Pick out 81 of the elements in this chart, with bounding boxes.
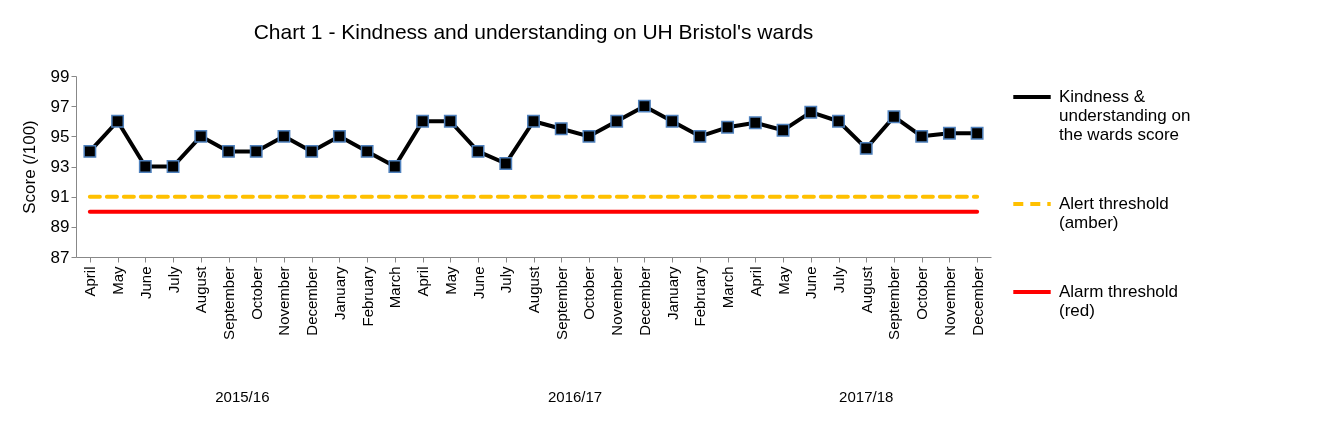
point	[942, 126, 956, 140]
point	[222, 144, 235, 158]
point	[915, 129, 929, 143]
x-tick-label: October	[247, 266, 265, 320]
point	[776, 123, 790, 137]
point	[166, 160, 180, 173]
x-tick-label: December	[968, 266, 986, 336]
point	[748, 116, 762, 130]
x-tick-label: November	[940, 266, 958, 336]
text: 2015/16	[215, 388, 270, 405]
point	[804, 105, 818, 119]
legend-label: Kindness & understanding on the wards score	[1059, 87, 1191, 144]
x-tick-label: February	[691, 266, 709, 327]
x-tick-label: January	[663, 266, 681, 320]
x-tick-label: July	[830, 266, 847, 294]
x-tick-label: July	[164, 266, 182, 294]
y-tick-label: 97	[50, 96, 70, 116]
x-tick-label: February	[358, 266, 376, 327]
x-tick-label: September	[552, 266, 570, 340]
point	[388, 160, 402, 173]
point	[360, 144, 374, 158]
point	[249, 144, 263, 158]
y-tick-label: 87	[50, 247, 70, 267]
legend-label: Alarm threshold (red)	[1059, 282, 1179, 320]
x-tick-label: September	[885, 266, 903, 340]
point	[887, 110, 901, 124]
point	[111, 114, 125, 128]
x-tick-label: August	[525, 265, 542, 314]
point	[443, 114, 457, 128]
point	[416, 114, 430, 128]
y-tick-label: 95	[50, 126, 70, 146]
x-tick-label: March	[719, 266, 737, 309]
legend-label: Alert threshold (amber)	[1059, 194, 1169, 232]
point	[277, 129, 291, 143]
point	[637, 99, 651, 113]
x-tick-label: September	[220, 266, 237, 340]
x-tick-label: June	[469, 266, 487, 300]
x-tick-label: April	[81, 266, 99, 297]
x-tick-label: December	[303, 266, 321, 336]
point	[970, 126, 984, 140]
point	[610, 114, 624, 128]
y-tick-label: 89	[50, 217, 70, 237]
text: 2016/17	[547, 388, 603, 405]
x-tick-label: April	[414, 266, 432, 297]
point	[832, 114, 845, 128]
y-tick-label: 93	[50, 157, 70, 176]
point	[721, 120, 735, 134]
point	[859, 141, 873, 155]
point	[194, 129, 208, 143]
point	[527, 114, 540, 128]
chart-title: Chart 1 - Kindness and understanding on UH Bristol's wards	[253, 20, 814, 43]
x-tick-label: December	[635, 266, 653, 336]
x-tick-label: October	[580, 266, 598, 320]
point	[554, 122, 568, 136]
point	[138, 160, 152, 173]
x-tick-label: June	[136, 266, 154, 300]
x-tick-label: May	[774, 266, 792, 295]
point	[693, 129, 707, 143]
x-tick-label: August	[192, 265, 210, 314]
point	[83, 144, 97, 158]
x-tick-label: August	[857, 265, 875, 314]
x-tick-label: May	[109, 266, 127, 295]
x-tick-label: June	[802, 266, 820, 300]
text: 2017/18	[839, 388, 894, 405]
y-tick-label: 91	[50, 187, 70, 207]
x-tick-label: November	[275, 266, 293, 336]
x-tick-label: January	[330, 266, 348, 320]
y-axis-title: Score (/100)	[19, 120, 39, 214]
x-tick-label: May	[441, 266, 459, 295]
point	[499, 157, 513, 170]
y-tick-label: 99	[50, 66, 70, 86]
x-tick-label: July	[497, 266, 515, 294]
point	[665, 114, 679, 128]
x-tick-label: April	[746, 266, 764, 297]
point	[332, 129, 346, 143]
x-tick-label: October	[913, 266, 931, 320]
point	[471, 144, 485, 158]
point	[305, 144, 319, 158]
x-tick-label: November	[608, 266, 626, 336]
point	[582, 129, 596, 143]
x-tick-label: March	[386, 266, 404, 309]
